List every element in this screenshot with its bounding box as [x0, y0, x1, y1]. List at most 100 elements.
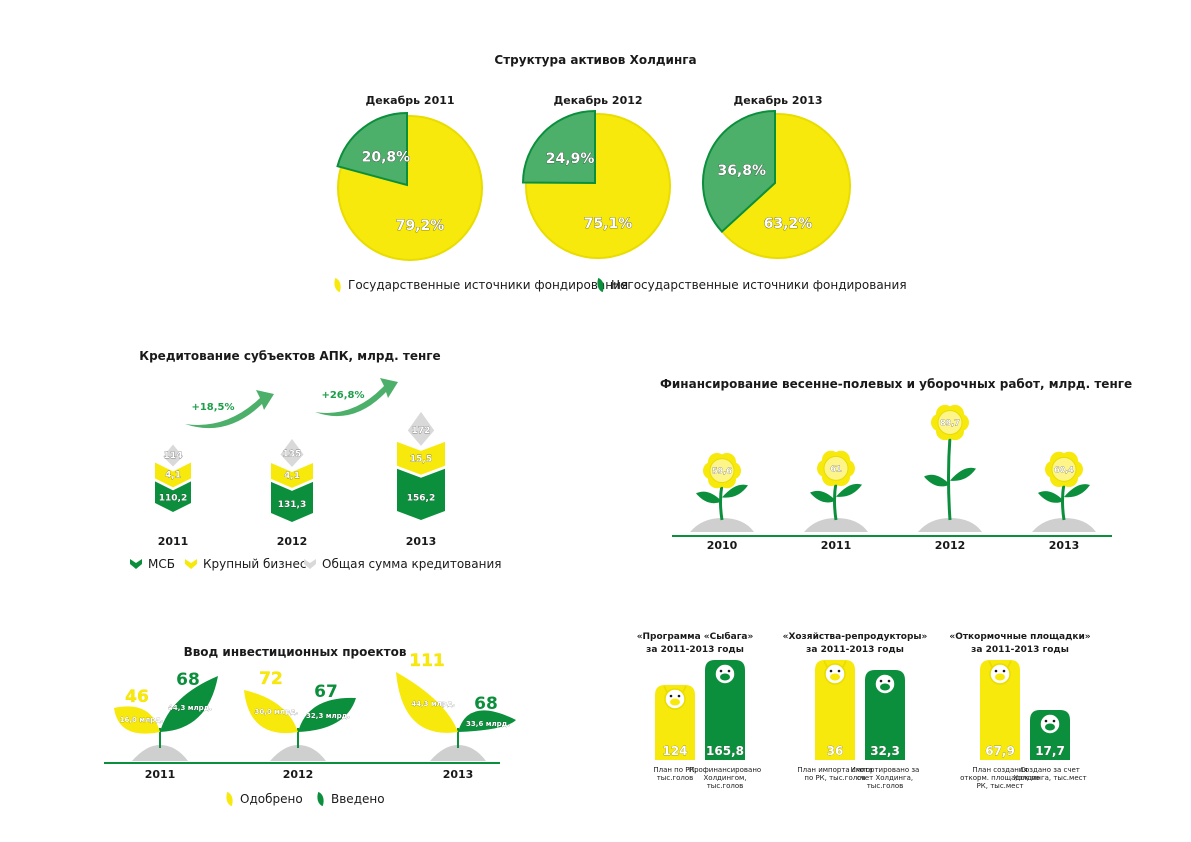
- program-period: за 2011-2013 годы: [646, 645, 744, 655]
- program-title: «Хозяйства-репродукторы»: [782, 632, 928, 642]
- cow-eye: [887, 679, 891, 683]
- credit-year-label: 2013: [406, 535, 437, 548]
- leaf-icon: [1038, 491, 1064, 503]
- spring-year-label: 2013: [1049, 539, 1080, 552]
- ground-mound: [132, 745, 188, 761]
- credit-bar-large: [271, 463, 313, 488]
- leaf-approved: [114, 706, 160, 734]
- credit-bar-sme: [155, 481, 191, 512]
- program-value: 67,9: [985, 744, 1015, 758]
- pie-year-label: Декабрь 2011: [365, 94, 455, 107]
- program-bar-fact: [865, 670, 905, 760]
- approved-sum: 44,3 млрд.: [411, 700, 455, 708]
- cow-horns: [1038, 710, 1062, 718]
- legend-label: Общая сумма кредитования: [322, 557, 502, 571]
- program-title: «Откормочные площадки»: [949, 632, 1091, 642]
- legend-state-funding: Государственные источники фондирования: [331, 277, 628, 293]
- cow-horns: [663, 685, 687, 693]
- entered-count: 68: [176, 670, 200, 690]
- spring-value-label: 89,7: [940, 418, 960, 427]
- entered-count: 68: [474, 694, 498, 714]
- credit-value-label: 110,2: [159, 493, 187, 503]
- pie-slice: [702, 109, 776, 234]
- legend-label: Негосударственные источники фондирования: [611, 278, 907, 292]
- approved-count: 72: [259, 669, 283, 689]
- credit-bar-sme: [271, 481, 313, 522]
- growth-arrow-icon: [185, 390, 274, 429]
- ground-mound: [804, 518, 868, 532]
- growth-label: +26,8%: [321, 390, 364, 401]
- flower-center: [823, 455, 849, 481]
- program-value: 36: [827, 744, 844, 758]
- leaf-icon: [696, 491, 722, 504]
- program-title: «Программа «Сыбага»: [636, 632, 754, 642]
- leaf-approved: [396, 672, 458, 733]
- leaf-entered: [458, 710, 516, 732]
- cow-muzzle: [995, 673, 1005, 681]
- spring-year-label: 2010: [707, 539, 738, 552]
- pie-value-label: 79,2%: [396, 218, 445, 234]
- pie-charts: 79,2% 20,8% 75,1% 24,9% 63,2% 36,8%: [336, 109, 851, 261]
- spring-title: Финансирование весенне-полевых и уборочн…: [660, 377, 1133, 391]
- credit-bar-total: [407, 411, 435, 446]
- credit-bar-large: [397, 441, 445, 475]
- legend-entered: Введено: [314, 791, 385, 807]
- ground-mound: [270, 745, 326, 761]
- credit-value-label: 135: [283, 449, 302, 459]
- leaf-icon: [722, 484, 748, 498]
- legend-label: Крупный бизнес: [203, 557, 307, 571]
- credit-bar-large: [155, 462, 191, 488]
- credit-year-label: 2012: [277, 535, 308, 548]
- credit-chart: 110,2 4,1 114 2011 131,3 4,1 135 2012 156,2 15,5 1…: [155, 378, 445, 548]
- leaf-icon: [810, 490, 836, 503]
- cow-eye: [1052, 719, 1056, 723]
- cow-eye: [994, 669, 998, 673]
- invest-year-label: 2011: [145, 768, 176, 781]
- chevron-grey-icon: [304, 559, 316, 569]
- spring-value-label: 59,6: [712, 467, 732, 476]
- credit-bar-total: [280, 439, 304, 468]
- program-bar-plan: [980, 660, 1020, 760]
- entered-sum: 32,3 млрд.: [306, 712, 350, 720]
- spring-value-label: 61: [830, 464, 842, 473]
- chevron-yellow-icon: [185, 559, 197, 569]
- entered-sum: 33,6 млрд.: [466, 720, 510, 728]
- pie-year-label: Декабрь 2013: [733, 94, 823, 107]
- leaf-icon: [924, 474, 950, 487]
- cow-eye: [837, 669, 841, 673]
- cow-horns: [873, 670, 897, 678]
- approved-sum: 16,0 млрд.: [120, 716, 164, 724]
- cow-muzzle: [880, 683, 890, 691]
- program-bar-fact: [705, 660, 745, 760]
- program-period: за 2011-2013 годы: [971, 645, 1069, 655]
- program-value: 165,8: [706, 744, 744, 758]
- cow-eye: [727, 669, 731, 673]
- flower-stem: [947, 436, 952, 521]
- invest-title: Ввод инвестиционных проектов: [183, 645, 407, 659]
- credit-value-label: 4,1: [284, 471, 300, 481]
- spring-value-label: 60,4: [1054, 465, 1074, 474]
- leaf-approved: [244, 690, 298, 734]
- legend-label: МСБ: [148, 557, 175, 571]
- cow-horns: [713, 660, 737, 668]
- pie-slice: [336, 111, 408, 187]
- credit-year-label: 2011: [158, 535, 189, 548]
- leaf-icon: [836, 483, 862, 497]
- assets-title: Структура активов Холдинга: [494, 53, 697, 67]
- pie-value-label: 20,8%: [362, 150, 411, 166]
- program-period: за 2011-2013 годы: [806, 645, 904, 655]
- legend-total-credit: Общая сумма кредитования: [304, 557, 501, 571]
- ground-mound: [690, 518, 754, 532]
- credit-value-label: 156,2: [407, 494, 435, 504]
- program-bar-label: Импортировано за счет Холдинга, тыс.голо…: [850, 766, 920, 790]
- growth-arrow-icon: [315, 378, 398, 417]
- pie-year-label: Декабрь 2012: [553, 94, 643, 107]
- spring-year-label: 2011: [821, 539, 852, 552]
- credit-title: Кредитование субъектов АПК, млрд. тенге: [139, 349, 441, 363]
- pie-value-label: 36,8%: [717, 163, 766, 179]
- entered-count: 67: [314, 682, 338, 702]
- pie-value-label: 24,9%: [546, 151, 595, 167]
- pie-value-label: 75,1%: [584, 216, 633, 232]
- credit-bar-total: [163, 444, 183, 467]
- approved-count: 46: [125, 687, 149, 707]
